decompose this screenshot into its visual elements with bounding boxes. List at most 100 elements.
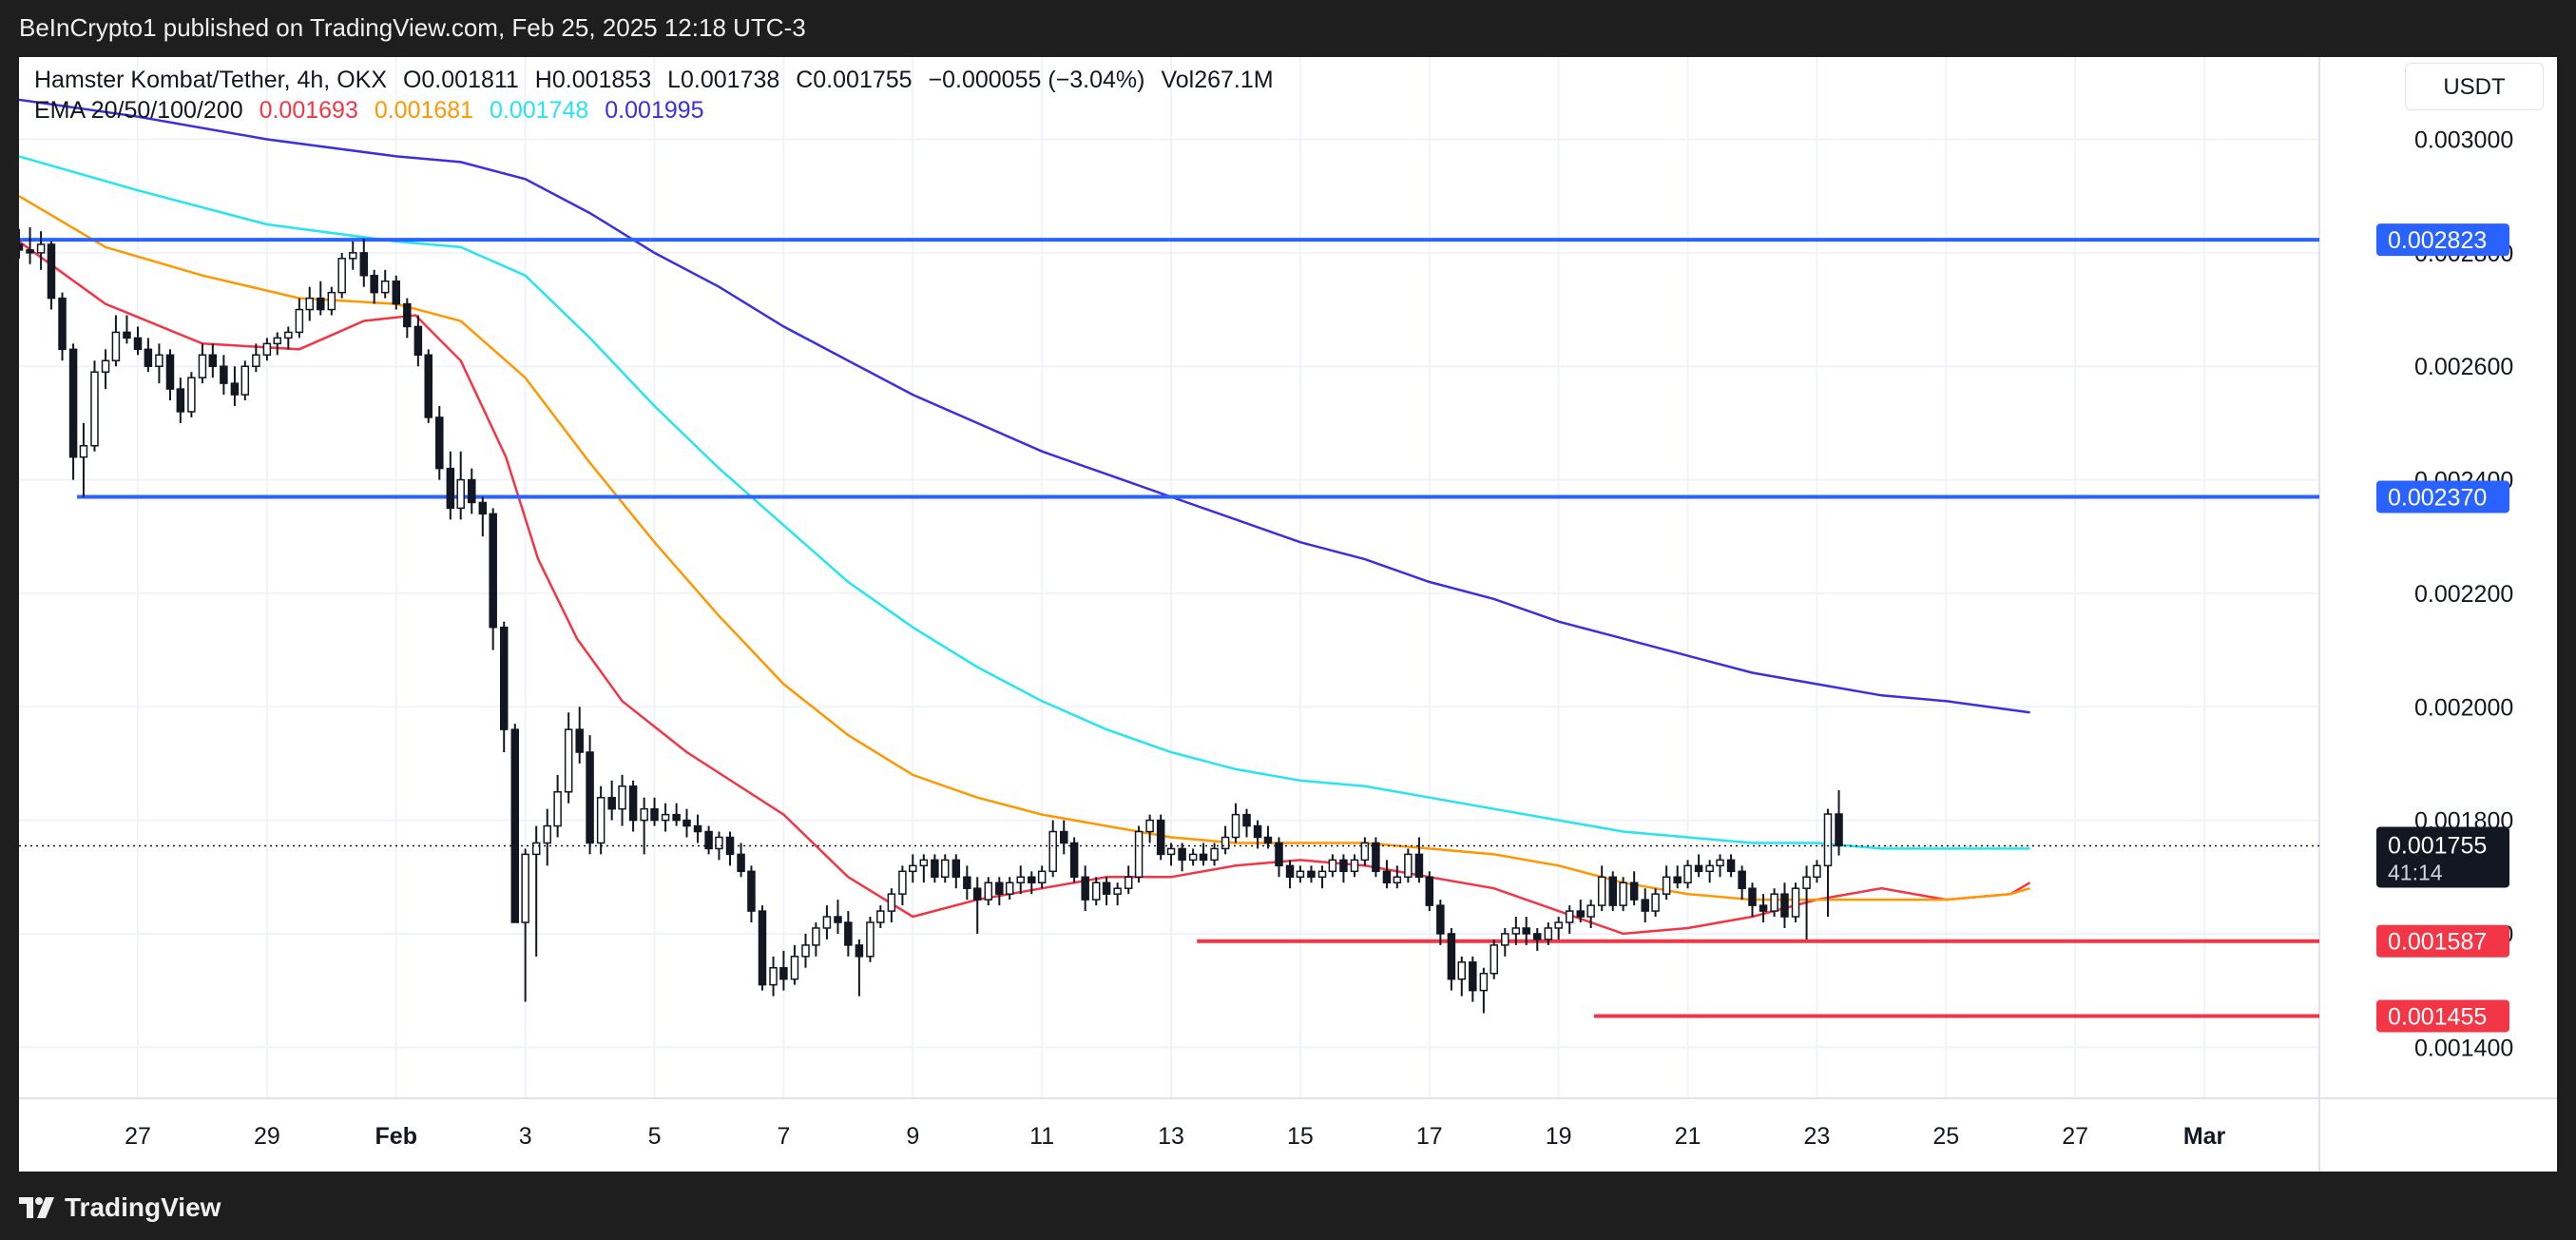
candle-body [36,243,46,254]
support-level-label: 0.001455 [2388,1003,2487,1030]
candle-body [618,785,626,810]
candle-body [769,967,778,986]
candle-body [230,382,240,396]
candle-body [1490,944,1498,975]
candle-body [208,354,218,367]
candle-body [317,297,325,311]
candle-body [521,853,529,923]
candle-body [273,337,282,345]
candle-body [1759,904,1768,912]
candle-body [403,302,412,328]
candle-body [1738,870,1746,889]
candle-body [553,791,562,827]
candle-body [628,785,638,822]
candle-body [1231,813,1240,839]
candle-body [359,252,369,277]
candle-body [478,501,488,515]
candle-body [187,377,196,413]
legend-volume: Vol267.1M [1161,67,1274,93]
candle-body [155,354,163,367]
candle-body [822,916,832,929]
candle-body [661,813,670,822]
candle-body [1533,933,1542,940]
candle-body [855,944,864,958]
x-tick-label: 21 [1675,1123,1701,1150]
candle-body [392,280,401,305]
candle-body [1823,813,1833,867]
candle-body [1328,859,1337,873]
x-tick-label: 29 [254,1123,280,1150]
candle-body [704,830,713,850]
publish-info: BeInCrypto1 published on TradingView.com… [19,13,806,42]
candle-body [607,796,616,810]
candle-body [1156,819,1165,856]
y-tick-label: 0.002600 [2414,354,2513,380]
candle-body [1296,870,1305,879]
chart-area[interactable]: 27 29 Feb 3 5 7 9 11 13 15 17 19 21 23 25 27 Mar 0.003000… [19,57,2557,1172]
candle-body [1382,870,1392,883]
currency-button[interactable]: USDT [2405,63,2544,110]
x-tick-label: 3 [519,1123,532,1150]
legend-close: C0.001755 [796,67,913,93]
legend-symbol: Hamster Kombat/Tether, 4h, OKX [34,67,387,93]
candle-body [79,445,88,458]
tradingview-logo[interactable]: TradingView [19,1192,221,1223]
candle-body [68,348,78,458]
candle-body [682,819,691,827]
candle-body [413,325,423,357]
resistance-level-label: 0.002370 [2388,484,2487,511]
candle-body [1210,847,1219,862]
x-tick-label: 19 [1546,1123,1572,1150]
candle-body [456,478,465,510]
candle-body [26,249,34,254]
ema100-value: 0.001748 [490,97,589,124]
candle-body [801,944,810,958]
candle-body [1457,961,1467,980]
candle-body [468,478,476,504]
candle-body [1522,927,1530,935]
candle-body [1178,847,1186,862]
price-chart[interactable]: 27 29 Feb 3 5 7 9 11 13 15 17 19 21 23 25 27 Mar 0.003000… [19,57,2557,1172]
candle-body [370,274,378,294]
countdown-label: 41:14 [2388,860,2443,884]
tradingview-brand: TradingView [65,1192,221,1222]
candle-body [337,258,346,294]
candle-body [1221,836,1230,850]
legend-open: O0.001811 [402,67,519,93]
x-tick-label: Mar [2183,1123,2226,1150]
candle-body [295,308,304,334]
ohlc-legend: Hamster Kombat/Tether, 4h, OKX O0.001811… [34,67,1283,94]
candle-body [952,859,961,879]
last-price-label: 0.001755 [2388,832,2487,859]
x-tick-label: 15 [1287,1123,1314,1150]
candle-body [1372,842,1380,873]
candle-body [1662,876,1671,895]
candle-body [758,910,767,986]
candle-body [779,967,788,980]
candle-body [1393,876,1402,883]
candle-body [887,893,896,912]
candle-body [1651,893,1660,912]
y-tick-label: 0.001400 [2414,1035,2513,1061]
ema200-value: 0.001995 [605,97,704,124]
candle-body [1242,813,1251,827]
candle-body [1425,876,1434,906]
candle-body [931,859,939,879]
candle-body [1253,824,1262,839]
candle-body [380,280,390,294]
candle-body [446,467,455,510]
candle-body [165,354,175,390]
candle-body [133,337,143,351]
x-tick-label: 9 [906,1123,919,1150]
candle-body [424,354,433,418]
legend-low: L0.001738 [667,67,780,93]
candle-body [876,910,885,923]
candle-body [101,359,110,373]
candle-body [1060,830,1068,844]
candle-body [941,859,950,879]
candle-body [1436,904,1445,935]
candle-body [834,916,842,923]
x-tick-label: 5 [648,1123,662,1150]
candle-body [19,243,24,251]
candle-body [1576,910,1586,918]
